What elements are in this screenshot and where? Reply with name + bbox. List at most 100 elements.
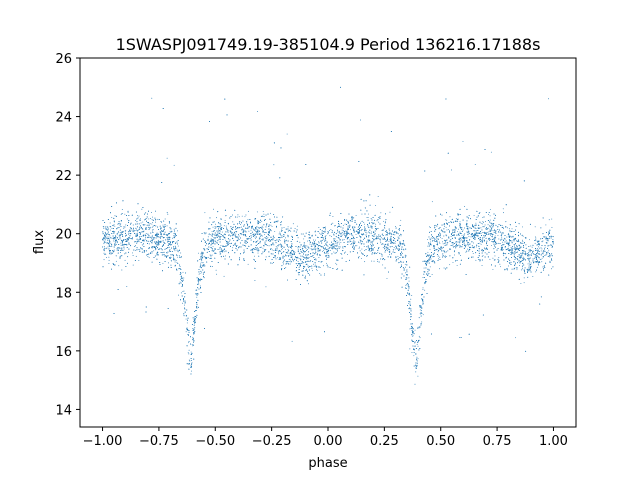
data-point xyxy=(503,228,504,230)
data-point xyxy=(503,237,505,239)
data-point xyxy=(203,248,204,250)
data-point xyxy=(474,226,476,228)
data-point xyxy=(413,349,415,351)
data-point xyxy=(137,217,139,219)
data-point xyxy=(451,169,453,171)
data-point xyxy=(395,256,397,258)
data-point xyxy=(186,322,188,324)
data-point xyxy=(540,247,542,249)
data-point xyxy=(282,255,284,257)
data-point xyxy=(536,261,538,263)
data-point xyxy=(308,283,309,285)
data-point xyxy=(446,235,448,237)
data-point xyxy=(370,248,372,250)
data-point xyxy=(398,233,399,235)
data-point xyxy=(460,224,461,226)
data-point xyxy=(146,218,148,220)
data-point xyxy=(294,228,296,229)
data-point xyxy=(255,234,256,236)
data-point xyxy=(499,263,501,265)
data-point xyxy=(542,266,544,268)
data-point xyxy=(488,231,490,232)
data-point xyxy=(505,240,507,242)
data-point xyxy=(371,227,373,229)
data-point xyxy=(447,228,449,230)
data-point xyxy=(551,218,553,220)
data-point xyxy=(237,214,239,216)
data-point xyxy=(455,218,457,220)
data-point xyxy=(446,255,448,257)
data-point xyxy=(527,271,528,272)
data-point xyxy=(514,258,516,260)
data-point xyxy=(394,248,396,250)
data-point xyxy=(251,249,253,250)
data-point xyxy=(467,242,469,244)
data-point xyxy=(273,237,275,239)
data-point xyxy=(510,246,512,248)
data-point xyxy=(331,244,333,246)
data-point xyxy=(338,245,340,247)
data-point xyxy=(182,291,184,292)
data-point xyxy=(537,252,539,254)
data-point xyxy=(261,239,263,241)
data-point xyxy=(407,291,409,293)
data-point xyxy=(211,247,212,249)
data-point xyxy=(538,242,540,244)
data-point xyxy=(518,261,520,263)
data-point xyxy=(211,254,213,256)
data-point xyxy=(278,259,280,260)
data-point xyxy=(160,241,162,243)
data-point xyxy=(445,219,447,221)
data-point xyxy=(261,220,263,222)
data-point xyxy=(207,248,209,250)
data-point xyxy=(207,256,209,258)
data-point xyxy=(192,345,194,347)
data-point xyxy=(400,235,402,237)
data-point xyxy=(321,261,323,262)
data-point xyxy=(319,273,321,275)
data-point xyxy=(215,223,216,225)
data-point xyxy=(161,254,163,256)
data-point xyxy=(552,239,554,241)
data-point xyxy=(134,250,136,251)
data-point xyxy=(454,250,456,252)
data-point xyxy=(183,290,185,292)
data-point xyxy=(486,243,487,245)
data-point xyxy=(182,302,184,304)
data-point xyxy=(287,248,289,250)
data-point xyxy=(114,215,116,217)
data-point xyxy=(240,224,241,226)
data-point xyxy=(300,233,302,235)
data-point xyxy=(373,260,375,262)
data-point xyxy=(437,247,439,249)
data-point xyxy=(215,227,217,229)
data-point xyxy=(200,253,202,255)
data-point xyxy=(503,255,505,257)
data-point xyxy=(287,262,289,264)
data-point xyxy=(135,241,137,242)
data-point xyxy=(429,266,431,268)
data-point xyxy=(383,220,384,222)
data-point xyxy=(158,241,160,243)
data-point xyxy=(184,308,186,310)
data-point xyxy=(315,259,317,261)
data-point xyxy=(528,253,529,255)
data-point xyxy=(294,251,296,253)
data-point xyxy=(418,335,420,337)
data-point xyxy=(179,266,181,267)
data-point xyxy=(358,226,360,228)
data-point xyxy=(400,261,402,263)
data-point xyxy=(523,243,525,244)
data-point xyxy=(489,219,491,221)
data-point xyxy=(152,237,154,238)
data-point xyxy=(424,281,426,283)
data-point xyxy=(282,245,284,247)
data-point xyxy=(409,348,411,350)
data-point xyxy=(247,210,249,212)
data-point xyxy=(188,349,190,351)
data-point xyxy=(204,212,206,214)
data-point xyxy=(432,261,434,263)
data-point xyxy=(475,222,477,224)
data-point xyxy=(479,242,481,244)
data-point xyxy=(148,243,150,245)
